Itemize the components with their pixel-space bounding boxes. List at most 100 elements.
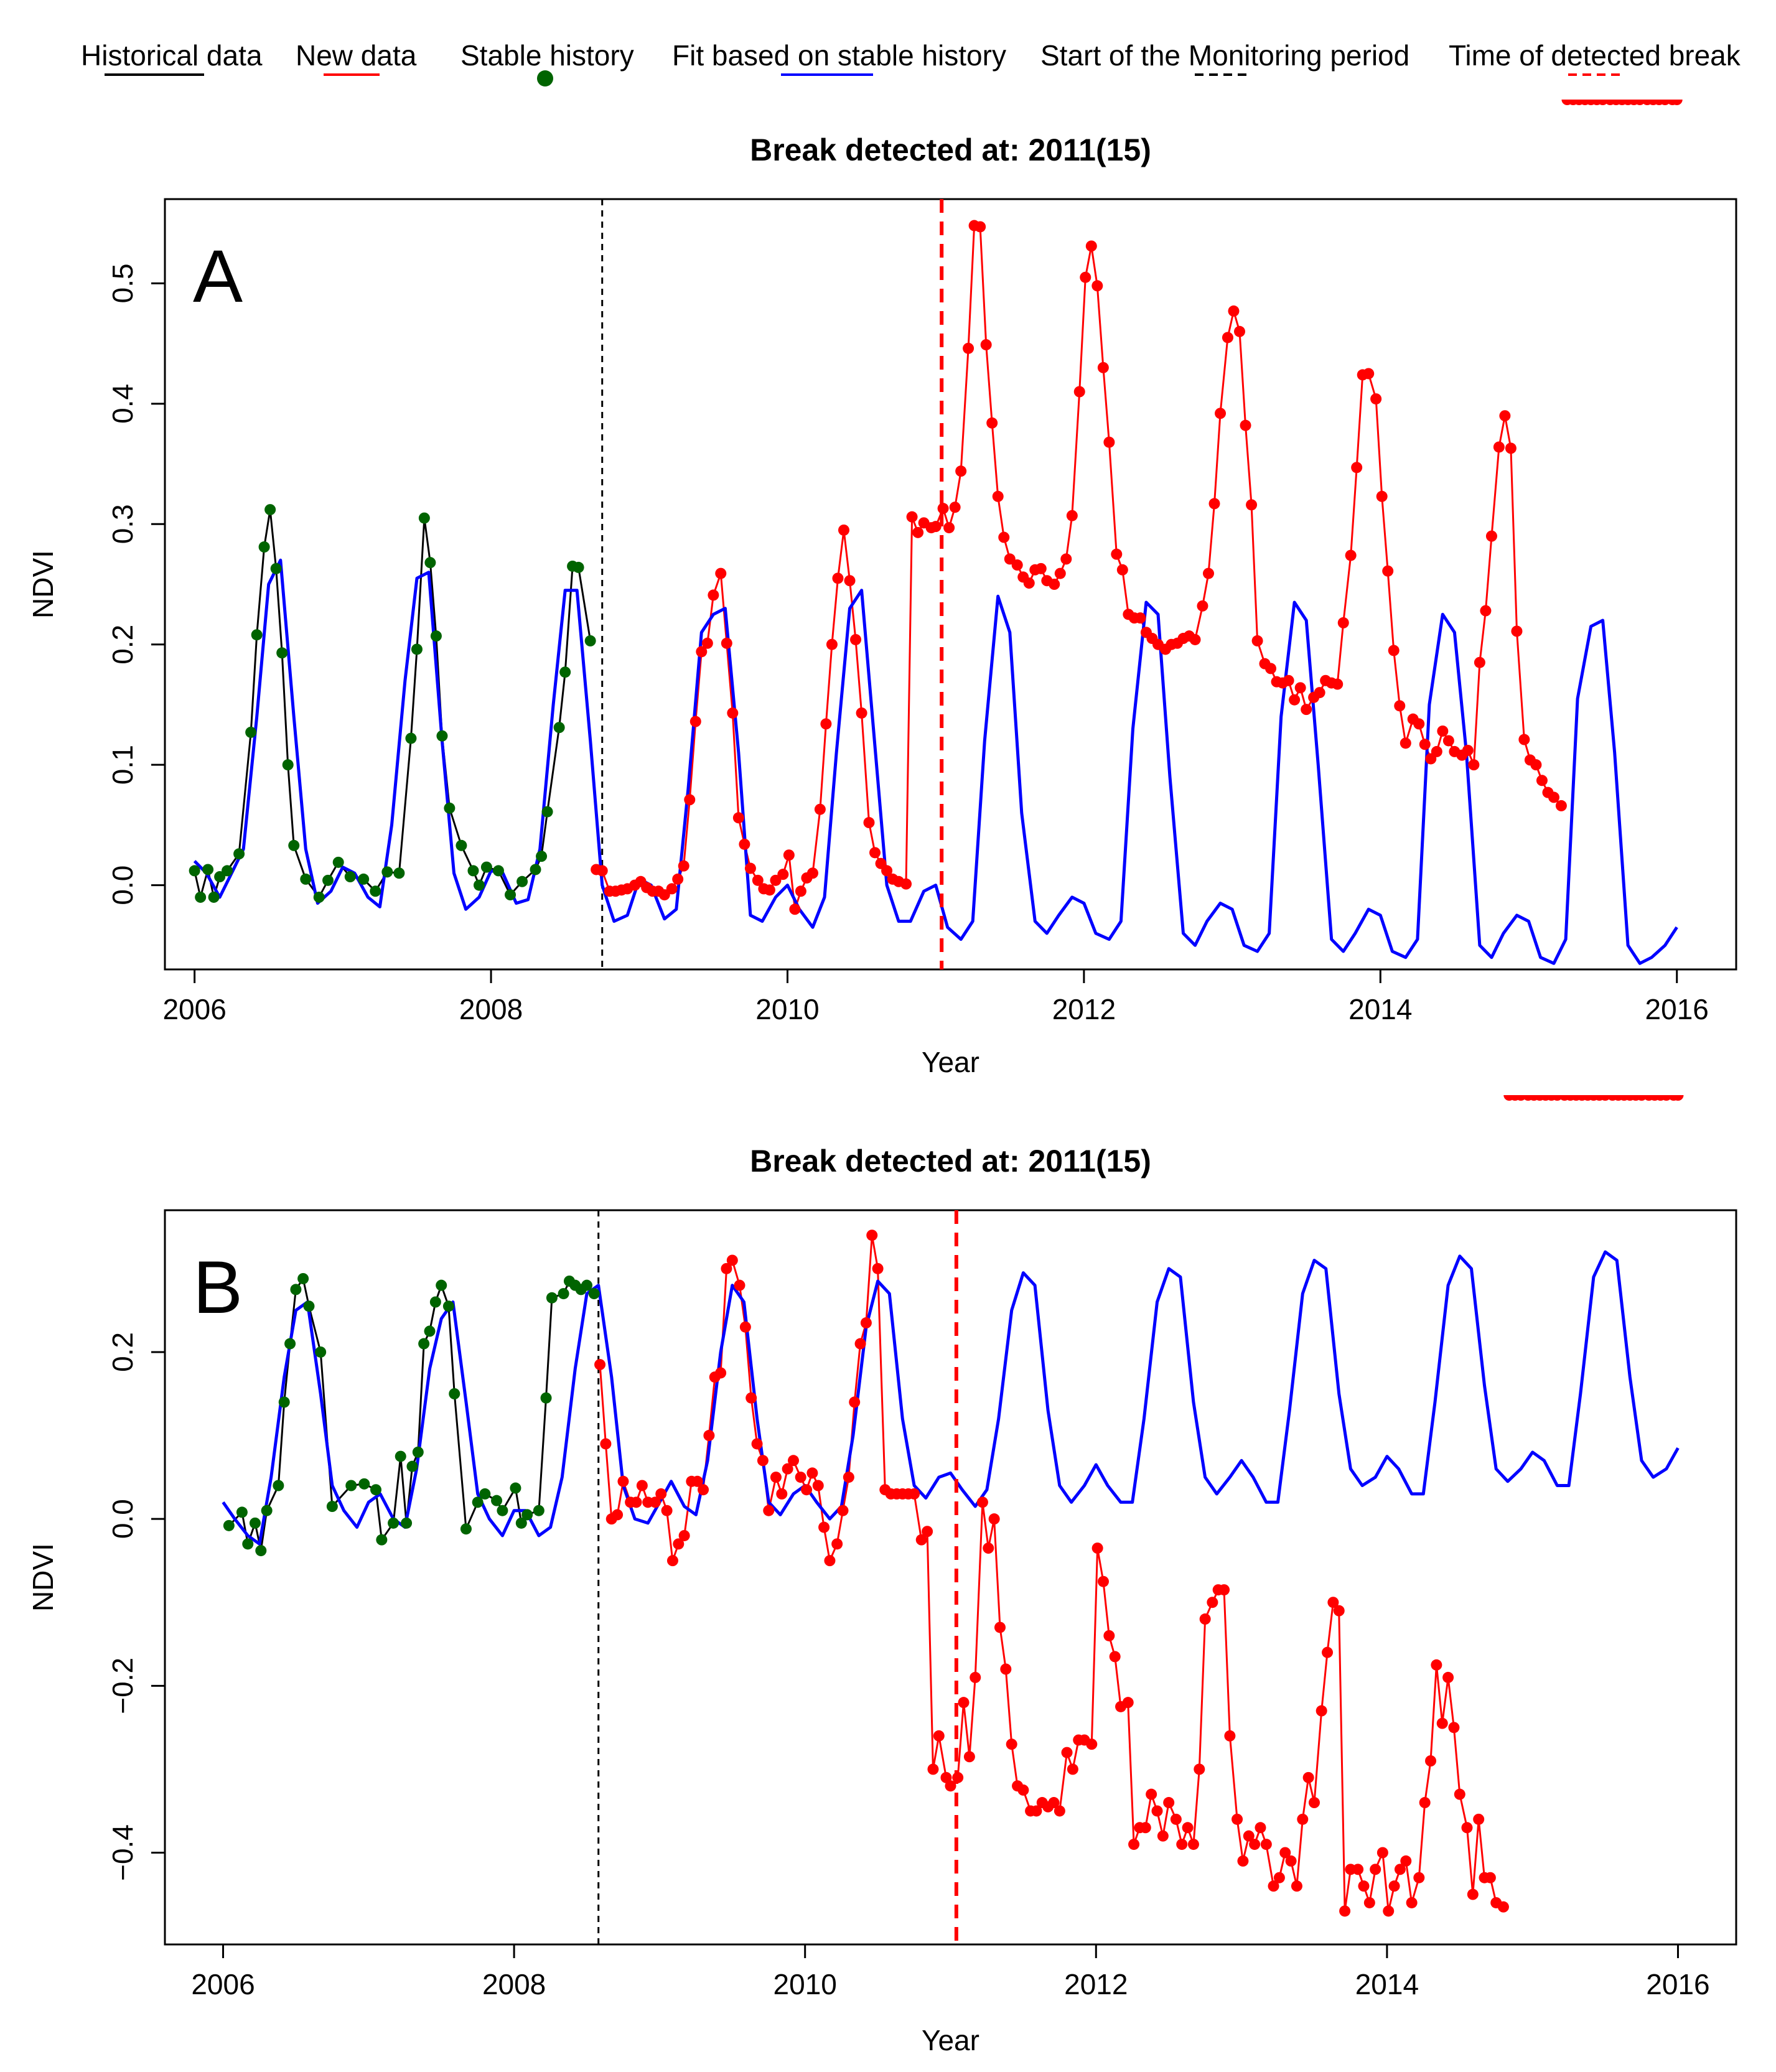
new-data-point [1511, 625, 1523, 637]
stable-history-point [533, 1505, 544, 1516]
new-data-point [806, 1467, 818, 1479]
legend-item-label: Start of the Monitoring period [1040, 39, 1409, 72]
new-data-point [1419, 1797, 1431, 1809]
new-data-point [812, 1480, 824, 1491]
new-data-point [655, 1488, 667, 1500]
x-tick-label: 2010 [773, 1968, 837, 2000]
new-data-point [1358, 1880, 1370, 1892]
legend-item-label: Stable history [460, 39, 634, 72]
new-data-point [831, 1538, 843, 1550]
new-data-point [998, 531, 1010, 543]
new-data-point [824, 1555, 836, 1567]
stable-history-point [344, 871, 356, 883]
new-data-point [826, 638, 838, 650]
new-data-point [1314, 687, 1325, 699]
new-data-point [856, 707, 867, 719]
new-data-point [1279, 1847, 1291, 1859]
x-tick-label: 2012 [1064, 1968, 1128, 2000]
stable-history-point [284, 1338, 296, 1350]
new-data-point [1370, 393, 1382, 405]
new-data-point [974, 221, 986, 233]
new-data-point [782, 1463, 793, 1475]
new-data-point [776, 1488, 788, 1500]
panel-label: A [193, 235, 243, 318]
new-data-point [1163, 1797, 1175, 1809]
new-data-point [927, 1763, 939, 1775]
y-axis: −0.4 −0.2 0.0 0.2 [106, 1332, 166, 1881]
new-data-point [1474, 656, 1485, 668]
stable-history-point [406, 1460, 418, 1472]
new-data-point [1505, 442, 1517, 454]
new-data-point [1370, 1864, 1381, 1875]
new-data-point [732, 812, 744, 824]
legend-item-2: New data [296, 39, 417, 76]
new-data-point [1285, 1855, 1297, 1867]
stable-history-point [573, 561, 584, 573]
new-data-point [838, 524, 849, 536]
y-tick-label: 0.0 [106, 1499, 139, 1539]
chart-title: Break detected at: 2011(15) [750, 133, 1151, 167]
legend-item-3: Stable history [460, 39, 634, 86]
new-data-point [1400, 1855, 1412, 1867]
new-data-point [1237, 1855, 1249, 1867]
new-data-point [1337, 617, 1349, 628]
new-data-point [854, 1338, 866, 1350]
new-data-point [777, 869, 789, 880]
new-data-point [757, 1455, 769, 1467]
new-data-point [1442, 1671, 1454, 1683]
new-data-point [1480, 605, 1492, 617]
new-data-point [1151, 1805, 1163, 1817]
new-data-point [678, 860, 689, 872]
new-data-point [1436, 1717, 1448, 1729]
stable-history-point [255, 1545, 267, 1557]
new-data-point [1291, 1880, 1302, 1892]
new-data-point [1049, 579, 1060, 590]
new-data-point [1413, 1872, 1425, 1883]
new-data-point [1194, 1763, 1205, 1775]
stable-history-point [315, 1346, 327, 1358]
new-data-point [801, 1484, 813, 1496]
new-data-point [795, 1472, 806, 1483]
new-data-point [1376, 490, 1388, 502]
stable-history-point [395, 1450, 406, 1462]
stable-history-point [233, 848, 245, 860]
plot-frame [164, 1209, 1737, 1946]
stable-history-point [345, 1480, 357, 1491]
new-data-point [770, 874, 782, 886]
new-data-point [661, 1505, 673, 1516]
new-data-point [860, 1317, 872, 1329]
new-data-point [1322, 1646, 1334, 1658]
stable-history-point [436, 1279, 447, 1291]
new-data-point [751, 1438, 763, 1450]
new-data-point [734, 1279, 745, 1291]
new-data-point [1530, 759, 1542, 771]
new-data-point [666, 883, 678, 895]
new-data-point [673, 1538, 685, 1550]
legend-item-6: Time of detected break [1449, 39, 1741, 76]
new-data-point [1234, 325, 1246, 337]
y-tick-label: 0.4 [106, 384, 139, 424]
new-data-point [1376, 1847, 1388, 1859]
fit-line [193, 558, 1678, 965]
new-data-point [783, 849, 795, 861]
new-data-point [1273, 1872, 1285, 1883]
new-data-point [1437, 725, 1449, 737]
new-data-point [1297, 1813, 1309, 1825]
new-data-point [1672, 1095, 1684, 1101]
new-data-point [843, 1472, 854, 1483]
stable-history-point [479, 1488, 491, 1500]
x-tick-label: 2014 [1355, 1968, 1419, 2000]
new-data-point [1066, 510, 1078, 521]
new-data-point [1073, 386, 1085, 398]
new-data-point [937, 503, 949, 515]
y-tick-label: 0.3 [106, 504, 139, 544]
new-data-point [1240, 419, 1251, 431]
y-tick-label: 0.2 [106, 625, 139, 665]
new-data-point [1294, 682, 1306, 694]
stable-history-point [505, 889, 516, 901]
new-data-point [744, 862, 756, 874]
new-data-point [739, 1321, 751, 1333]
new-data-point [820, 718, 832, 730]
new-data-point [1122, 1697, 1134, 1709]
stable-history-point [412, 1446, 424, 1458]
